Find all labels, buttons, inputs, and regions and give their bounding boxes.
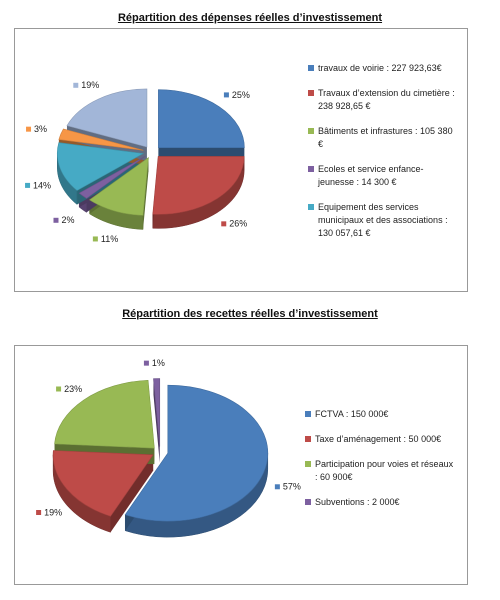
pie: 57% 19% 23% 1% [36,358,301,538]
data-label: 57% [283,482,301,492]
legend-label: Taxe d’aménagement : 50 000€ [315,434,442,444]
legend-swatch [308,90,314,96]
legend-swatch [305,461,311,467]
label-marker [92,236,98,242]
pie-slice [158,89,245,149]
chart-frame [14,345,468,585]
legend-label: travaux de voirie : 227 923,63€ [318,63,442,73]
pie-slice [52,450,154,517]
label-marker [221,221,227,227]
pie-slice [58,128,144,151]
data-label: 25% [232,90,250,100]
chart-title: Répartition des dépenses réelles d’inves… [117,12,383,24]
pie-slice-side [153,378,160,463]
label-marker [223,92,229,98]
legend-swatch [305,411,311,417]
legend-item: Subventions : 2 000€ [305,496,455,509]
data-label: 23% [64,384,82,394]
data-label: 11% [101,234,118,244]
legend-item: travaux de voirie : 227 923,63€ [308,62,458,75]
legend-swatch [305,436,311,442]
pie-slice-side [143,157,149,230]
legend-item: FCTVA : 150 000€ [305,408,455,421]
legend-item: Participation pour voies et réseaux : 60… [305,458,455,484]
legend-swatch [305,499,311,505]
pie-slice [124,384,269,522]
legend-swatch [308,128,314,134]
pie-slice [66,88,148,148]
label-marker [53,217,59,223]
pie-slice [56,142,145,191]
pie-slice [89,156,149,216]
pie-slice [153,378,161,447]
pie-slice-side [110,454,154,533]
data-label: 14% [33,180,51,190]
pie-slice [152,156,245,215]
data-label: 3% [34,124,47,134]
legend-label: FCTVA : 150 000€ [315,409,389,419]
data-label: 2% [61,215,74,225]
legend-item: Bâtiments et infrastures : 105 380 € [308,125,458,151]
legend-swatch [308,166,314,172]
legend: FCTVA : 150 000€ Taxe d’aménagement : 50 … [305,408,455,521]
legend-item: Taxe d’aménagement : 50 000€ [305,433,455,446]
label-marker [25,182,31,188]
label-marker [143,360,149,366]
legend-item: Ecoles et service enfance-jeunesse : 14 … [308,163,458,189]
label-marker [56,386,62,392]
data-label: 19% [81,80,99,90]
data-label: 1% [152,358,165,368]
legend-label: Ecoles et service enfance-jeunesse : 14 … [318,164,424,187]
data-label: 19% [44,507,62,517]
chart-title: Répartition des recettes réelles d’inves… [122,308,378,320]
label-marker [26,126,32,132]
legend-label: Participation pour voies et réseaux : 60… [315,459,454,482]
legend-item: Travaux d’extension du cimetière : 238 9… [308,87,458,113]
legend-label: Subventions : 2 000€ [315,497,400,507]
legend: travaux de voirie : 227 923,63€ Travaux d… [308,62,458,252]
label-marker [274,484,280,490]
legend-label: Travaux d’extension du cimetière : 238 9… [318,88,455,111]
chart-frame [14,28,468,292]
pie-slice [78,155,146,199]
label-marker [73,82,79,88]
legend-swatch [308,204,314,210]
label-marker [36,509,42,515]
legend-swatch [308,65,314,71]
legend-item: Equipement des services municipaux et de… [308,201,458,240]
pie: 25% 26% 11% 2% 14% 3% 19% [25,80,250,244]
legend-label: Equipement des services municipaux et de… [318,202,448,238]
data-label: 26% [229,219,247,229]
pie-slice [54,379,155,449]
legend-label: Bâtiments et infrastures : 105 380 € [318,126,453,149]
